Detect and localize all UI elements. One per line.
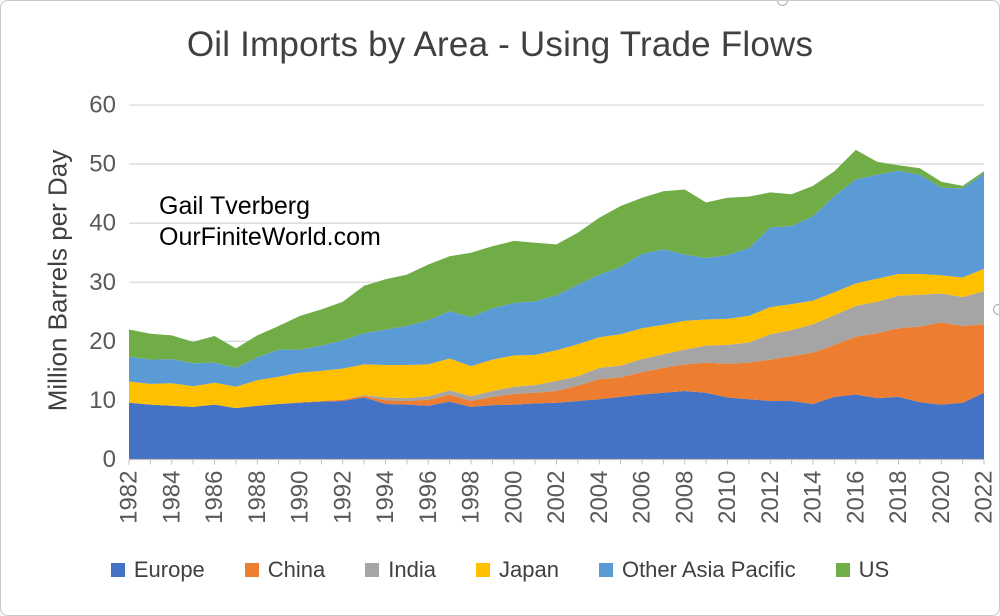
- legend-item-japan: Japan: [476, 557, 559, 583]
- legend-item-us: US: [835, 557, 890, 583]
- svg-text:1996: 1996: [415, 471, 442, 524]
- y-tick-labels: 0 10 20 30 40 50 60: [89, 92, 116, 474]
- annotation-watermark: Gail Tverberg OurFiniteWorld.com: [159, 191, 381, 253]
- area-series-us: [129, 149, 984, 368]
- svg-text:2006: 2006: [629, 471, 656, 524]
- legend-item-europe: Europe: [110, 557, 205, 583]
- svg-text:2014: 2014: [800, 471, 827, 524]
- svg-text:2022: 2022: [971, 471, 998, 524]
- annotation-author: Gail Tverberg: [159, 192, 310, 220]
- legend-item-other-asia-pacific: Other Asia Pacific: [598, 557, 796, 583]
- svg-text:20: 20: [89, 328, 116, 355]
- legend-label: US: [858, 557, 890, 582]
- area-series-china: [129, 322, 984, 409]
- legend-label: China: [267, 557, 326, 582]
- chart-legend: Europe China India Japan Other Asia Pacific U…: [1, 557, 999, 583]
- svg-text:2002: 2002: [543, 471, 570, 524]
- area-series-group: [129, 149, 984, 460]
- legend-label: Europe: [133, 557, 205, 582]
- svg-text:50: 50: [89, 151, 116, 178]
- svg-text:2004: 2004: [586, 471, 613, 524]
- legend-swatch-icon: [365, 563, 380, 577]
- x-axis: [128, 458, 985, 465]
- annotation-site: OurFiniteWorld.com: [159, 223, 381, 251]
- svg-text:1994: 1994: [372, 471, 399, 524]
- svg-text:1986: 1986: [201, 471, 228, 524]
- svg-text:1982: 1982: [116, 471, 143, 524]
- legend-item-india: India: [365, 557, 436, 583]
- svg-text:2012: 2012: [757, 471, 784, 524]
- area-series-japan: [129, 268, 984, 409]
- svg-text:1990: 1990: [287, 471, 314, 524]
- svg-text:0: 0: [103, 446, 116, 473]
- svg-text:1988: 1988: [244, 471, 271, 524]
- svg-text:10: 10: [89, 387, 116, 414]
- svg-text:40: 40: [89, 210, 116, 237]
- svg-text:60: 60: [89, 92, 116, 119]
- area-series-other-asia-pacific: [129, 170, 984, 387]
- legend-swatch-icon: [476, 563, 490, 577]
- area-series-india: [129, 291, 984, 409]
- svg-text:2018: 2018: [885, 471, 912, 524]
- x-tick-labels: 1982 1984 1986 1988 1990 1992 1994 1996 1998 2000…: [116, 471, 998, 524]
- svg-text:2020: 2020: [928, 471, 955, 524]
- legend-item-china: China: [244, 557, 326, 583]
- legend-label: Japan: [499, 557, 559, 582]
- legend-label: Other Asia Pacific: [621, 557, 796, 582]
- chart-title: Oil Imports by Area - Using Trade Flows: [186, 25, 814, 64]
- svg-text:1984: 1984: [158, 471, 185, 524]
- svg-text:2010: 2010: [714, 471, 741, 524]
- legend-swatch-icon: [110, 563, 125, 577]
- area-series-europe: [129, 391, 984, 460]
- svg-text:2016: 2016: [842, 471, 869, 524]
- selection-handle-right[interactable]: [993, 304, 999, 315]
- legend-swatch-icon: [598, 563, 613, 577]
- legend-swatch-icon: [244, 563, 259, 577]
- svg-text:1992: 1992: [329, 471, 356, 524]
- svg-text:30: 30: [89, 269, 116, 296]
- svg-text:2008: 2008: [671, 471, 698, 524]
- svg-text:2000: 2000: [500, 471, 527, 524]
- legend-swatch-icon: [835, 563, 850, 577]
- legend-label: India: [388, 557, 436, 582]
- svg-text:1998: 1998: [458, 471, 485, 524]
